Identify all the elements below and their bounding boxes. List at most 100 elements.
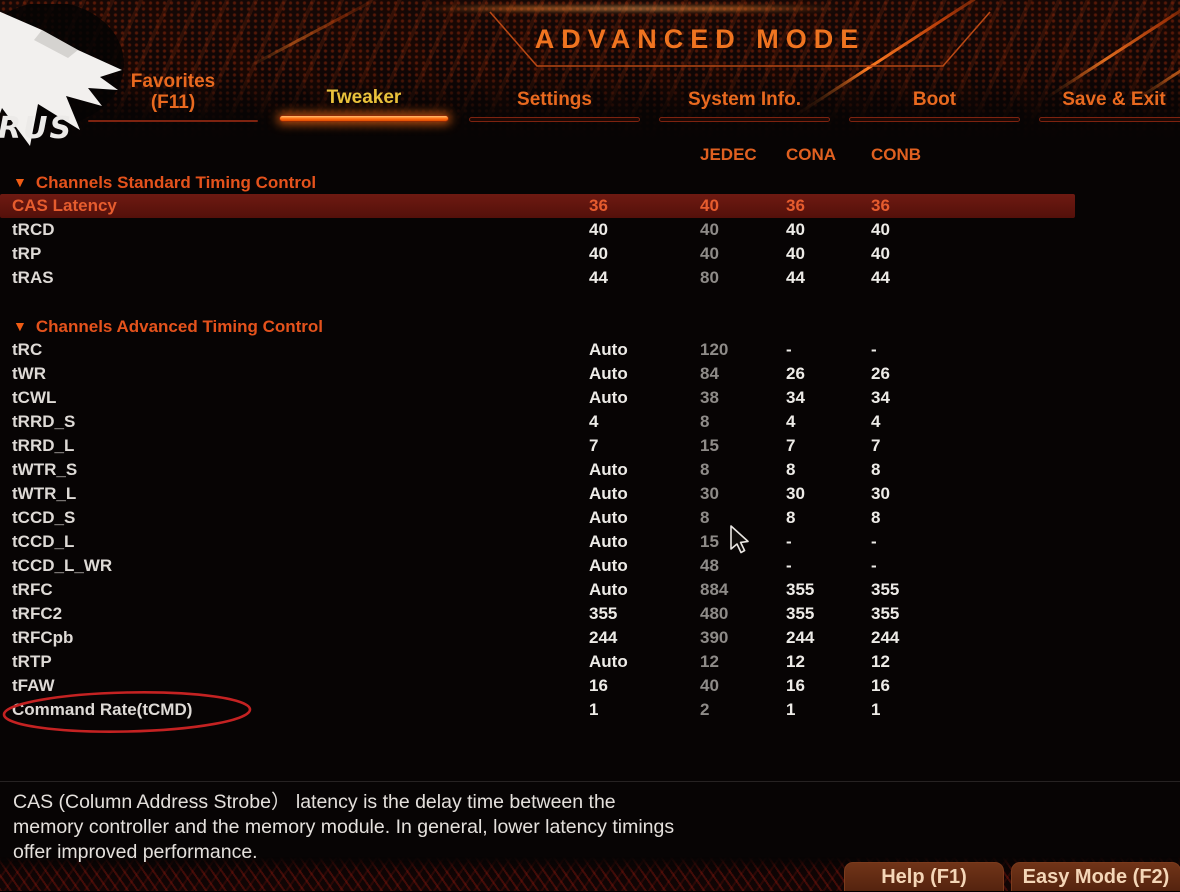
cona-value: - xyxy=(786,556,792,575)
tab-label: Favorites xyxy=(130,71,216,92)
conb-value: 8 xyxy=(871,508,881,527)
tab-boot[interactable]: Boot xyxy=(849,76,1020,122)
current-value: 36 xyxy=(589,196,608,215)
section-title: Channels Advanced Timing Control xyxy=(35,317,323,336)
tab-underline xyxy=(849,117,1020,122)
conb-value: 16 xyxy=(871,676,890,695)
banner-fade xyxy=(0,70,1180,140)
current-value: 44 xyxy=(589,268,608,287)
cona-value: 8 xyxy=(786,460,796,479)
timing-row-tfaw[interactable]: tFAW 16 40 16 16 xyxy=(0,674,1180,698)
timing-label: CAS Latency xyxy=(12,196,117,215)
timing-label: Command Rate(tCMD) xyxy=(12,700,193,719)
tab-tweaker[interactable]: Tweaker xyxy=(279,76,449,122)
timing-row-tcwl[interactable]: tCWL Auto 38 34 34 xyxy=(0,386,1180,410)
current-value: Auto xyxy=(589,652,628,671)
aorus-wordmark: RUS xyxy=(0,111,73,146)
section-header[interactable]: ▼ Channels Advanced Timing Control xyxy=(0,314,1180,338)
timing-row-twr[interactable]: tWR Auto 84 26 26 xyxy=(0,362,1180,386)
timing-label: tWTR_L xyxy=(12,484,77,503)
timing-row-trtp[interactable]: tRTP Auto 12 12 12 xyxy=(0,650,1180,674)
conb-value: 12 xyxy=(871,652,890,671)
cona-value: 26 xyxy=(786,364,805,383)
timing-row-tras[interactable]: tRAS 44 80 44 44 xyxy=(0,266,1180,290)
timing-row-trrd-l[interactable]: tRRD_L 7 15 7 7 xyxy=(0,434,1180,458)
cona-value: 355 xyxy=(786,604,815,623)
tab-save-exit[interactable]: Save & Exit xyxy=(1039,76,1180,122)
tab-underline xyxy=(469,117,640,122)
collapse-triangle-icon[interactable]: ▼ xyxy=(13,318,27,334)
current-value: 244 xyxy=(589,628,618,647)
cona-value: 8 xyxy=(786,508,796,527)
aorus-logo: RUS xyxy=(0,4,124,146)
current-value: 1 xyxy=(589,700,599,719)
timing-row-trfcpb[interactable]: tRFCpb 244 390 244 244 xyxy=(0,626,1180,650)
conb-value: 40 xyxy=(871,220,890,239)
timing-label: tRC xyxy=(12,340,43,359)
item-help-text: CAS (Column Address Strobe） latency is t… xyxy=(13,791,675,863)
jedec-value: 15 xyxy=(700,532,719,551)
aorus-eagle-icon xyxy=(0,11,122,146)
timing-label: tRP xyxy=(12,244,42,263)
current-value: Auto xyxy=(589,364,628,383)
tab-settings[interactable]: Settings xyxy=(469,76,640,122)
timing-row-command-rate-tcmd-[interactable]: Command Rate(tCMD) 1 2 1 1 xyxy=(0,698,1180,722)
cona-value: 355 xyxy=(786,580,815,599)
jedec-value: 38 xyxy=(700,388,719,407)
timing-label: tRCD xyxy=(12,220,55,239)
timing-row-trcd[interactable]: tRCD 40 40 40 40 xyxy=(0,218,1180,242)
timing-label: tCCD_L xyxy=(12,532,75,551)
conb-value: 34 xyxy=(871,388,890,407)
timing-label: tRRD_S xyxy=(12,412,76,431)
timing-row-trp[interactable]: tRP 40 40 40 40 xyxy=(0,242,1180,266)
timing-row-tccd-l[interactable]: tCCD_L Auto 15 - - xyxy=(0,530,1180,554)
jedec-value: 8 xyxy=(700,412,710,431)
cona-value: 44 xyxy=(786,268,805,287)
current-value: 40 xyxy=(589,244,608,263)
tab-label: Boot xyxy=(912,89,957,110)
jedec-value: 40 xyxy=(700,244,719,263)
cona-value: 244 xyxy=(786,628,815,647)
jedec-value: 120 xyxy=(700,340,729,359)
timing-row-tccd-s[interactable]: tCCD_S Auto 8 8 8 xyxy=(0,506,1180,530)
jedec-value: 12 xyxy=(700,652,719,671)
jedec-value: 884 xyxy=(700,580,729,599)
timing-row-twtr-s[interactable]: tWTR_S Auto 8 8 8 xyxy=(0,458,1180,482)
column-headers: JEDEC CONA CONB xyxy=(0,143,1180,167)
current-value: 355 xyxy=(589,604,618,623)
cona-value: 16 xyxy=(786,676,805,695)
timing-row-trc[interactable]: tRC Auto 120 - - xyxy=(0,338,1180,362)
tab-underline xyxy=(88,120,258,122)
timing-label: tRRD_L xyxy=(12,436,75,455)
cona-value: 40 xyxy=(786,244,805,263)
current-value: Auto xyxy=(589,484,628,503)
timing-row-trfc2[interactable]: tRFC2 355 480 355 355 xyxy=(0,602,1180,626)
help-button[interactable]: Help (F1) xyxy=(844,862,1004,891)
banner-streak xyxy=(248,0,382,69)
tab-system-info[interactable]: System Info. xyxy=(659,76,830,122)
jedec-value: 8 xyxy=(700,460,710,479)
easy-mode-button[interactable]: Easy Mode (F2) xyxy=(1011,862,1180,891)
timing-row-trfc[interactable]: tRFC Auto 884 355 355 xyxy=(0,578,1180,602)
collapse-triangle-icon[interactable]: ▼ xyxy=(13,174,27,190)
current-value: 16 xyxy=(589,676,608,695)
tab-label: Settings xyxy=(517,89,592,110)
conb-value: 1 xyxy=(871,700,881,719)
tab-favorites[interactable]: Favorites (F11) xyxy=(88,71,258,122)
current-value: Auto xyxy=(589,532,628,551)
timing-row-tccd-l-wr[interactable]: tCCD_L_WR Auto 48 - - xyxy=(0,554,1180,578)
conb-value: - xyxy=(871,340,877,359)
conb-value: 4 xyxy=(871,412,881,431)
timing-row-trrd-s[interactable]: tRRD_S 4 8 4 4 xyxy=(0,410,1180,434)
timing-row-cas-latency[interactable]: CAS Latency 36 40 36 36 xyxy=(0,194,1180,218)
current-value: 40 xyxy=(589,220,608,239)
tab-label: System Info. xyxy=(688,89,801,110)
section-header[interactable]: ▼ Channels Standard Timing Control xyxy=(0,170,1180,194)
section-spacer xyxy=(0,290,1180,314)
timing-row-twtr-l[interactable]: tWTR_L Auto 30 30 30 xyxy=(0,482,1180,506)
jedec-value: 40 xyxy=(700,220,719,239)
cona-value: 1 xyxy=(786,700,796,719)
timing-label: tRFCpb xyxy=(12,628,74,647)
jedec-value: 30 xyxy=(700,484,719,503)
current-value: 7 xyxy=(589,436,599,455)
